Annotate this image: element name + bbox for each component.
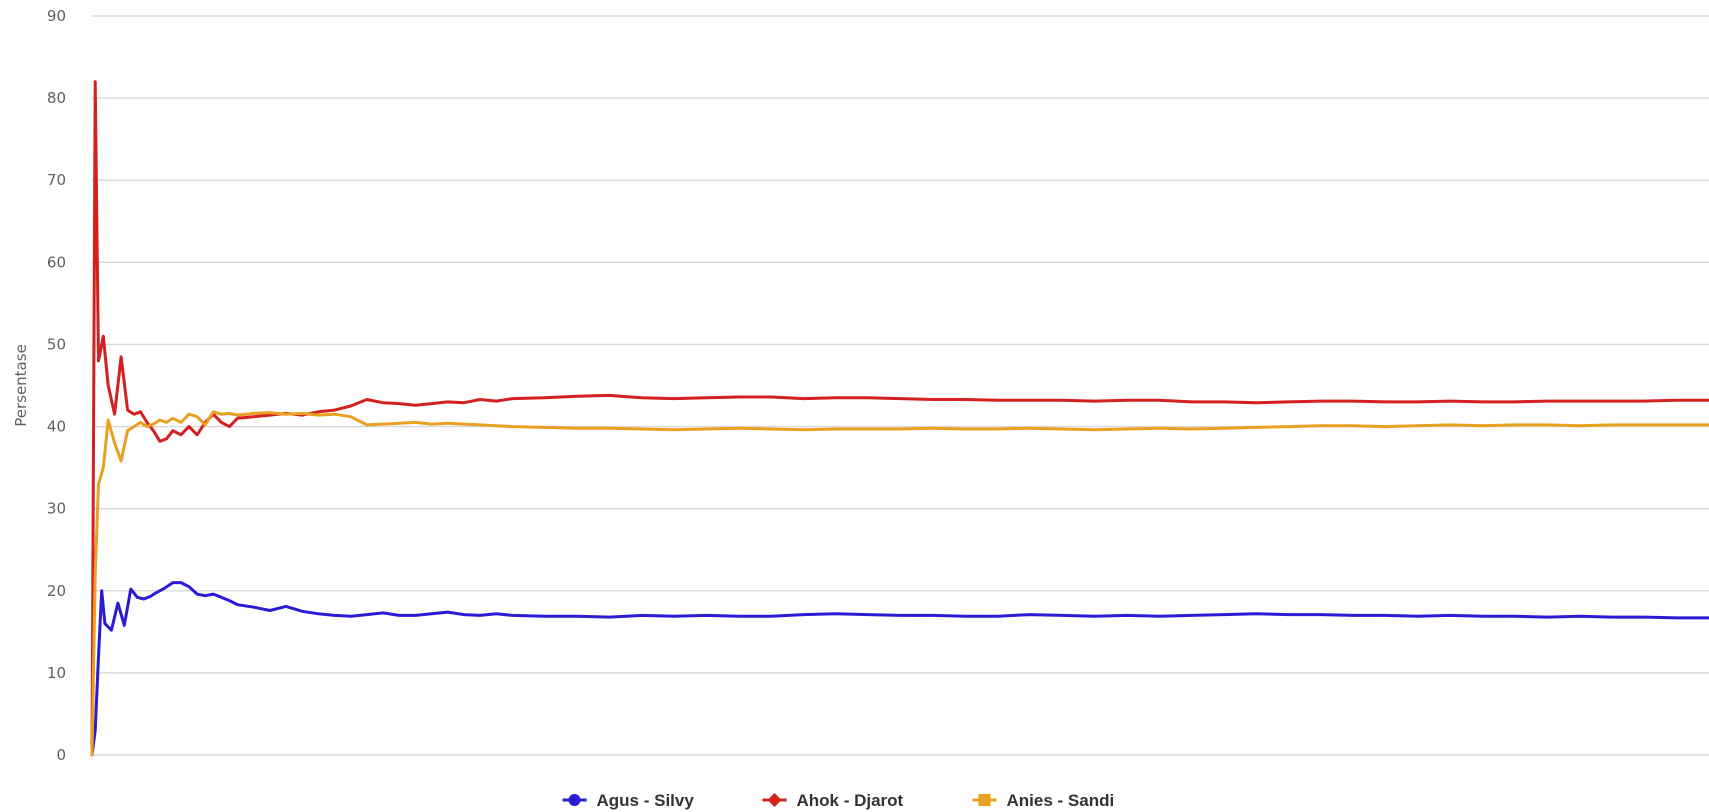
y-tick-label: 40 bbox=[47, 418, 66, 436]
series-line-2 bbox=[90, 410, 1709, 757]
legend-label: Anies - Sandi bbox=[1007, 791, 1115, 810]
legend-item[interactable]: Agus - Silvy bbox=[562, 791, 695, 810]
legend-label: Ahok - Djarot bbox=[797, 791, 904, 810]
y-tick-label: 60 bbox=[47, 253, 66, 271]
legend-item[interactable]: Anies - Sandi bbox=[972, 791, 1115, 810]
series-lines bbox=[90, 80, 1709, 757]
gridlines bbox=[92, 15, 1709, 756]
legend-marker-circle bbox=[568, 794, 581, 806]
legend-marker-square bbox=[978, 794, 991, 806]
y-axis-ticks: 0 10 20 30 40 50 60 70 80 90 bbox=[47, 7, 66, 764]
series-line-1 bbox=[90, 80, 1709, 757]
legend-item[interactable]: Ahok - Djarot bbox=[762, 791, 904, 810]
y-tick-label: 10 bbox=[47, 664, 66, 682]
y-tick-label: 70 bbox=[47, 171, 66, 189]
legend-label: Agus - Silvy bbox=[597, 791, 695, 810]
y-tick-label: 20 bbox=[47, 582, 66, 600]
y-tick-label: 50 bbox=[47, 335, 66, 353]
series-line-0 bbox=[90, 581, 1709, 757]
legend-marker-diamond bbox=[767, 793, 782, 807]
y-tick-label: 30 bbox=[47, 500, 66, 518]
legend[interactable]: Agus - Silvy Ahok - Djarot Anies - Sandi bbox=[562, 791, 1115, 810]
y-tick-label: 90 bbox=[47, 7, 66, 25]
y-tick-label: 80 bbox=[47, 89, 66, 107]
y-axis-title: Persentase bbox=[12, 344, 30, 427]
y-tick-label: 0 bbox=[56, 746, 66, 764]
